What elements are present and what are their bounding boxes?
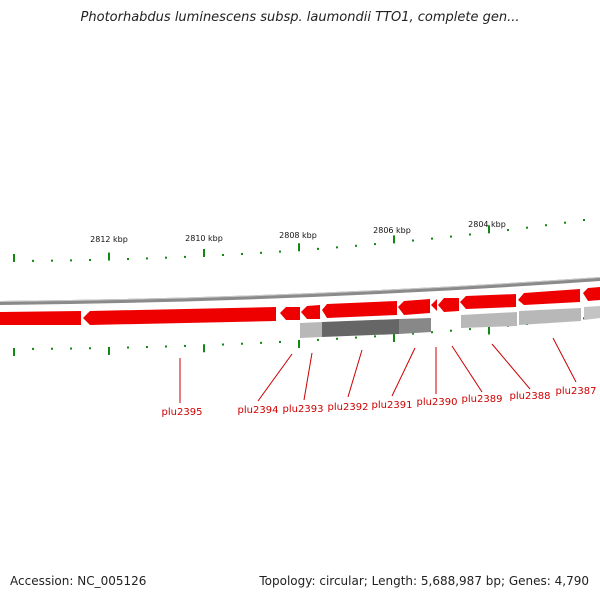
leader-line-plu2394 <box>257 353 293 402</box>
hit-light-4 <box>584 306 600 320</box>
scale-label-2806: 2806 kbp <box>373 226 411 235</box>
gene-label-plu2391[interactable]: plu2391 <box>372 400 413 411</box>
scale-label-2808: 2808 kbp <box>279 231 317 240</box>
gene-feature-plu2394[interactable] <box>280 307 300 320</box>
hit-light-3 <box>519 308 581 325</box>
hit-light-1 <box>300 322 322 338</box>
gene-label-plu2395[interactable]: plu2395 <box>162 407 203 418</box>
map-title: Photorhabdus luminescens subsp. laumondi… <box>80 10 520 25</box>
gene-label-plu2393[interactable]: plu2393 <box>283 404 324 415</box>
leader-line-plu2391 <box>391 347 416 397</box>
scale-label-2810: 2810 kbp <box>185 234 223 243</box>
scale-ticks-top <box>13 219 585 262</box>
gene-feature-plu2395[interactable] <box>83 307 276 325</box>
genome-backbone <box>0 277 600 305</box>
genome-backbone-highlight <box>0 277 600 302</box>
gene-feature-plu2391[interactable] <box>398 299 430 315</box>
hit-light-2 <box>461 312 517 328</box>
leader-line-plu2392 <box>347 349 363 398</box>
hit-dark-1 <box>322 319 399 337</box>
gene-label-plu2389[interactable]: plu2389 <box>462 394 503 405</box>
leader-line-plu2387 <box>552 337 577 383</box>
gene-feature-plu2388[interactable] <box>460 294 516 309</box>
gene-feature-plu2390[interactable] <box>431 299 437 311</box>
accession-text: Accession: NC_005126 <box>10 574 147 588</box>
leader-line-plu2388 <box>491 343 531 390</box>
gene-feature-next[interactable] <box>583 287 600 301</box>
genome-stats-text: Topology: circular; Length: 5,688,987 bp… <box>259 574 589 588</box>
gene-label-plu2392[interactable]: plu2392 <box>328 402 369 413</box>
gene-label-plu2387[interactable]: plu2387 <box>556 386 597 397</box>
scale-label-2804: 2804 kbp <box>468 220 506 229</box>
gene-feature-plu2387[interactable] <box>518 289 580 305</box>
gene-feature-plu2392[interactable] <box>322 301 397 318</box>
gene-feature-plu2389[interactable] <box>438 298 459 312</box>
gene-label-plu2390[interactable]: plu2390 <box>417 397 458 408</box>
scale-label-2812: 2812 kbp <box>90 235 128 244</box>
leader-line-plu2393 <box>303 352 313 401</box>
leader-line-plu2389 <box>451 345 483 393</box>
gene-feature-plu2395-part[interactable] <box>0 311 81 325</box>
gene-label-plu2394[interactable]: plu2394 <box>238 405 279 416</box>
gene-feature-plu2393[interactable] <box>301 305 320 319</box>
hit-dark-2 <box>399 318 431 334</box>
gene-label-plu2388[interactable]: plu2388 <box>510 391 551 402</box>
